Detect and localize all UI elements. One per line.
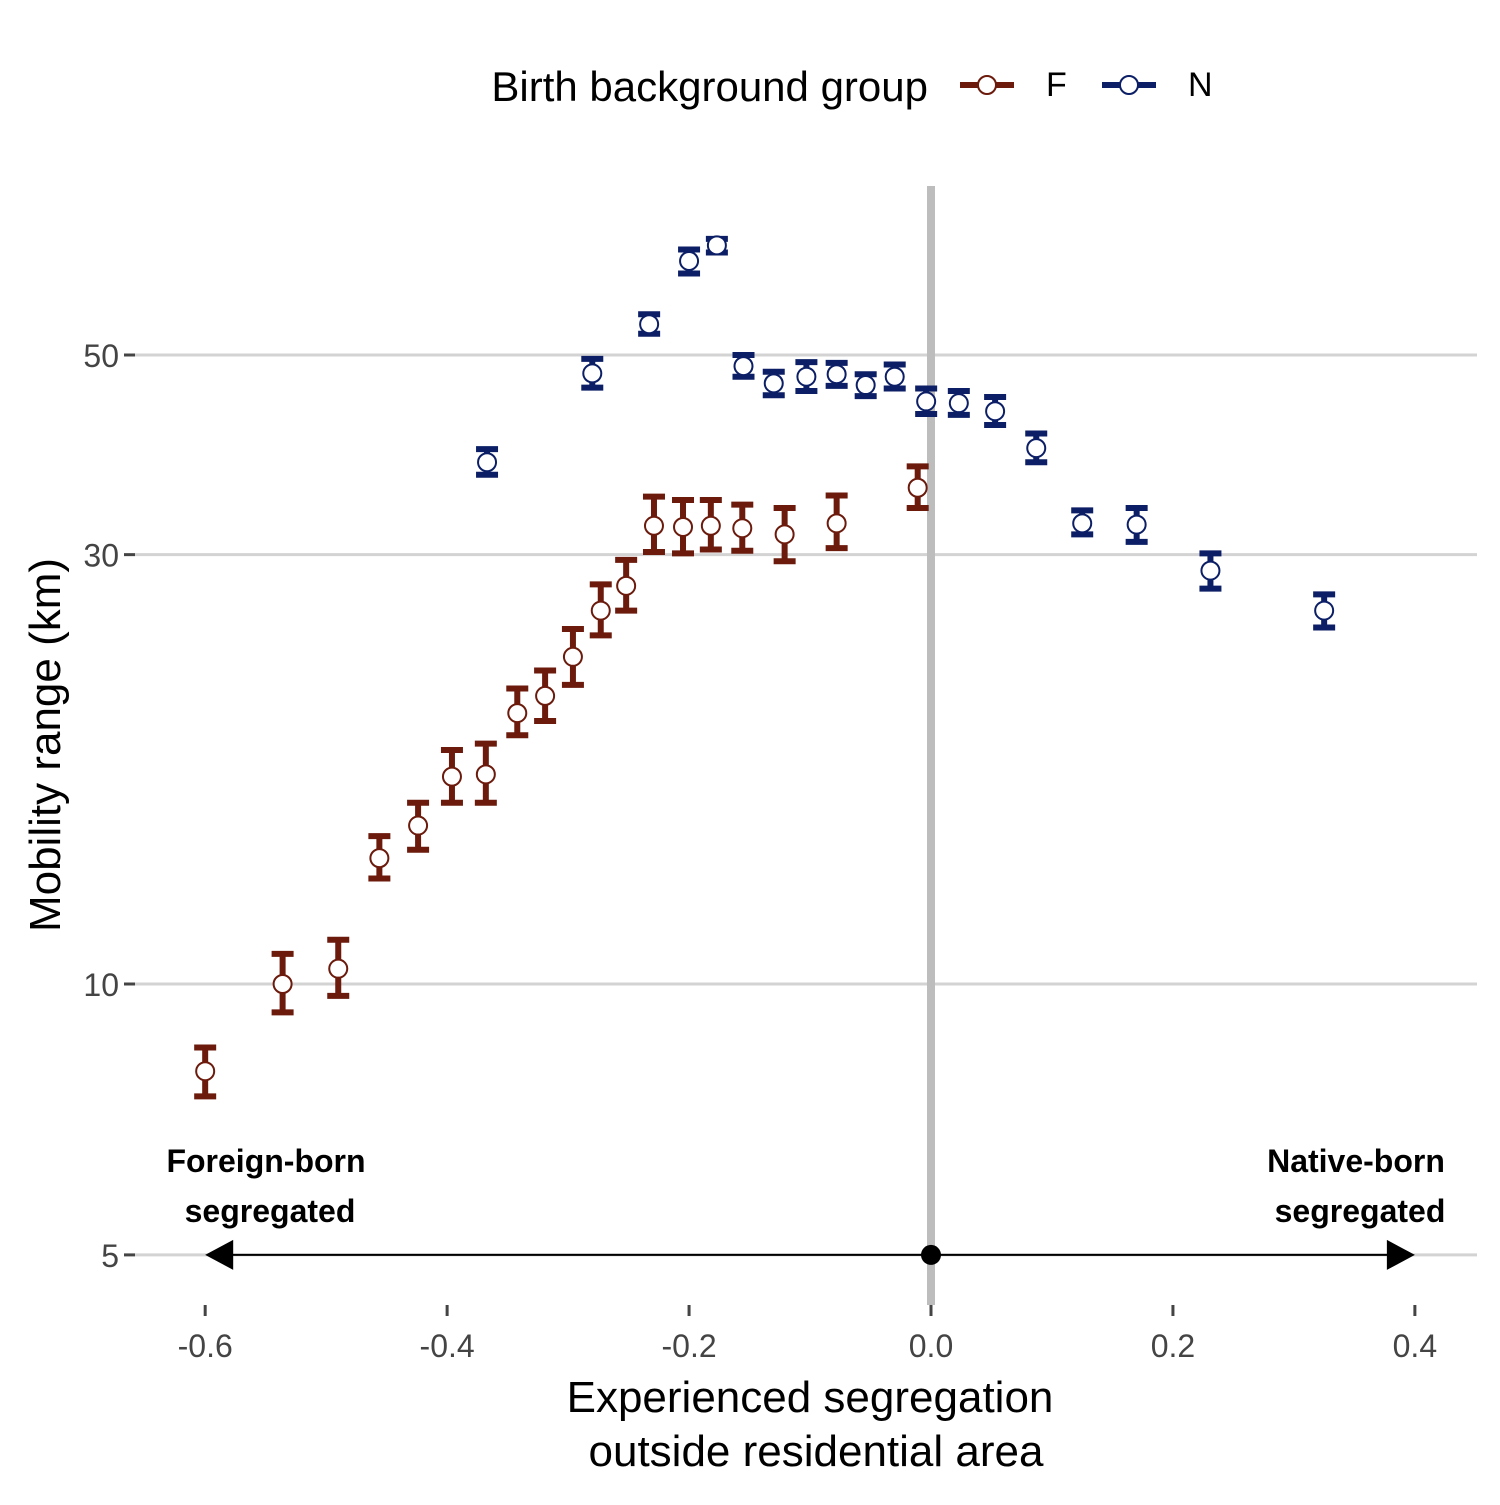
y-tick-label: 10 (83, 967, 119, 1003)
data-point (328, 958, 349, 979)
x-tick-label: -0.4 (420, 1328, 475, 1364)
data-point (916, 391, 937, 412)
arrow-head-right (1386, 1239, 1415, 1270)
x-tick-label: -0.6 (178, 1328, 233, 1364)
y-tick-label: 50 (83, 338, 119, 374)
arrow-head-left (205, 1239, 234, 1270)
axis-titles: Experienced segregation outside resident… (21, 558, 1053, 1476)
data-point (826, 513, 847, 534)
data-point (441, 766, 462, 787)
data-point (700, 515, 721, 536)
series-layer (194, 235, 1336, 1100)
data-point (582, 363, 603, 384)
data-point (475, 764, 496, 785)
data-point (643, 515, 664, 536)
legend-item-F: F (960, 66, 1067, 104)
data-point (535, 685, 556, 706)
x-axis-title-line1: Experienced segregation (567, 1373, 1054, 1422)
data-point (1314, 600, 1335, 621)
axis-layer: 5 10 30 50 -0.6 -0.4 -0.2 0.0 0.2 0.4 (83, 338, 1437, 1364)
grid-layer (135, 353, 1477, 1257)
x-tick-label: -0.2 (661, 1328, 716, 1364)
data-point (1026, 438, 1047, 459)
legend-title: Birth background group (491, 63, 928, 110)
data-point (706, 235, 727, 256)
data-point (826, 364, 847, 385)
data-point (796, 366, 817, 387)
data-point (1072, 513, 1093, 534)
x-axis-title-line2: outside residential area (589, 1427, 1044, 1476)
annotation-right-line1: Native-born (1267, 1143, 1445, 1179)
data-point (195, 1061, 216, 1082)
y-axis-title: Mobility range (km) (21, 558, 70, 932)
reference-layer (205, 186, 1415, 1305)
arrow-center-dot (921, 1244, 941, 1265)
data-point (1126, 514, 1147, 535)
annotation-left-line1: Foreign-born (166, 1143, 365, 1179)
x-tick-label: 0.2 (1151, 1328, 1195, 1364)
legend-label: F (1046, 66, 1067, 104)
data-point (774, 524, 795, 545)
data-point (408, 815, 429, 836)
data-point (616, 575, 637, 596)
legend-item-N: N (1102, 66, 1213, 104)
data-point (272, 974, 293, 994)
legend-key-marker (1119, 75, 1139, 95)
legend-label: N (1188, 66, 1213, 104)
data-point (562, 646, 583, 667)
data-point (884, 366, 905, 387)
data-point (948, 393, 969, 414)
annotation-left-line2: segregated (185, 1193, 356, 1229)
x-tick-label: 0.4 (1393, 1328, 1437, 1364)
annotations: Foreign-born segregated Native-born segr… (166, 1143, 1445, 1229)
data-point (763, 373, 784, 394)
x-tick-label: 0.0 (909, 1328, 953, 1364)
data-point (985, 401, 1006, 422)
data-point (673, 516, 694, 537)
series-N (476, 235, 1336, 631)
data-point (855, 375, 876, 396)
data-point (590, 600, 611, 621)
legend-key-marker (977, 75, 997, 95)
data-point (507, 703, 528, 724)
y-tick-label: 30 (83, 538, 119, 574)
data-point (369, 848, 390, 869)
data-point (1200, 560, 1221, 581)
data-point (679, 250, 700, 271)
data-point (733, 356, 754, 377)
data-point (477, 452, 498, 473)
data-point (732, 518, 753, 539)
series-F (194, 463, 929, 1100)
legend: Birth background group F N (491, 63, 1212, 110)
annotation-right-line2: segregated (1275, 1193, 1446, 1229)
data-point (639, 314, 660, 335)
data-point (907, 477, 928, 498)
y-tick-label: 5 (101, 1238, 119, 1274)
